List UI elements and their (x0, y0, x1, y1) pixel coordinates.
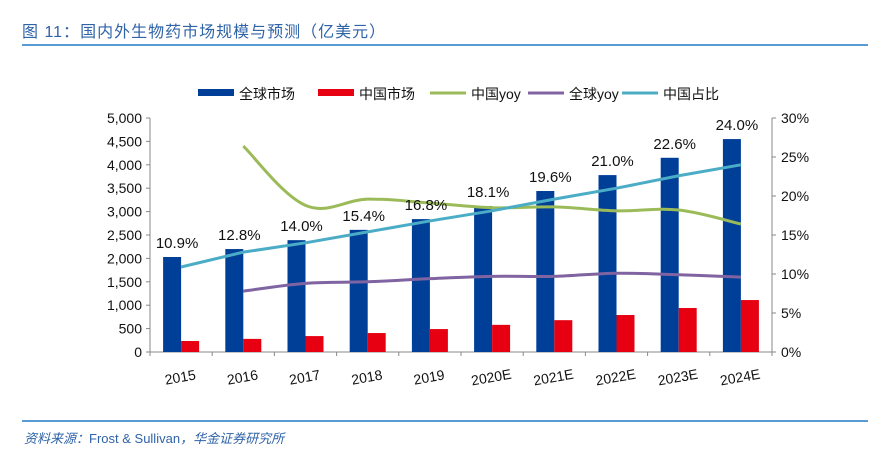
bar-global-market (660, 157, 679, 352)
left-axis-tick-label: 3,500 (107, 180, 142, 196)
figure-label: 图 11： (22, 24, 81, 41)
china-yoy-line (242, 144, 742, 226)
bar-global-market (287, 240, 306, 352)
china-share-data-label: 14.0% (280, 218, 323, 235)
lines (180, 144, 742, 293)
left-axis-tick-label: 1,000 (107, 297, 142, 313)
global-yoy-line (243, 271, 741, 293)
legend-label: 全球yoy (569, 86, 619, 102)
source-note: 资料来源：Frost & Sullivan，华金证券研究所 (24, 428, 284, 447)
legend-global-market: 全球市场 (198, 86, 295, 102)
legend-global-yoy: 全球yoy (528, 86, 619, 102)
x-axis-tick-label: 2022E (594, 366, 637, 389)
x-axis-tick-label: 2018 (350, 366, 384, 387)
right-axis-tick-label: 30% (781, 110, 809, 126)
china-share-data-label: 10.9% (156, 235, 199, 252)
left-axis-tick-label: 2,000 (107, 250, 142, 266)
bar-china-market (678, 308, 697, 352)
source-divider (22, 420, 868, 422)
axes: 0 500 1,000 1,500 2,000 2,500 3,000 3,500 4,000 4… (107, 110, 809, 388)
legend-china-yoy: 中国yoy (430, 86, 521, 102)
bar-global-market (722, 139, 741, 352)
left-axis-tick-label: 5,000 (107, 110, 142, 126)
china-share-data-label: 16.8% (405, 197, 448, 214)
right-axis-tick-label: 20% (781, 188, 809, 204)
x-axis-tick-label: 2023E (657, 366, 700, 389)
source-prefix: 资料来源： (24, 431, 90, 446)
chart: 全球市场 中国市场 中国yoy 全球yoy 中国占比 0 500 1,000 1,500 2,0… (107, 86, 809, 388)
china-share-data-label: 24.0% (716, 117, 759, 134)
china-share-data-label: 12.8% (218, 227, 261, 244)
bar-china-market (554, 320, 573, 352)
right-axis-tick-label: 0% (781, 344, 801, 360)
bar-global-market (411, 219, 430, 352)
bar-china-market (181, 341, 200, 352)
bar-global-market (598, 175, 617, 352)
china-share-data-label: 22.6% (653, 136, 696, 153)
x-axis-tick-label: 2021E (532, 366, 575, 389)
left-axis-tick-label: 500 (119, 321, 143, 337)
bars (163, 139, 759, 352)
bar-china-market (367, 333, 386, 352)
source-separator: ， (180, 431, 194, 446)
x-axis-tick-label: 2015 (164, 366, 198, 387)
left-axis-tick-label: 0 (134, 344, 142, 360)
china-share-data-label: 21.0% (591, 153, 634, 170)
bar-china-market (305, 336, 324, 352)
left-axis-tick-label: 4,500 (107, 133, 142, 149)
title-divider (22, 44, 868, 46)
bar-global-market (474, 205, 493, 352)
bar-global-market (536, 191, 555, 352)
left-axis-tick-label: 2,500 (107, 227, 142, 243)
legend-label: 中国占比 (663, 86, 719, 102)
bar-global-market (225, 249, 244, 352)
china-share-data-label: 19.6% (529, 169, 572, 186)
data-labels: 10.9% 12.8% 14.0% 15.4% 16.8% 18.1% 19.6% 21.0%… (156, 117, 758, 252)
legend-label: 中国yoy (471, 86, 521, 102)
x-axis-tick-label: 2019 (412, 366, 446, 387)
legend-china-share: 中国占比 (622, 86, 719, 102)
bar-china-market (740, 300, 759, 352)
china-share-data-label: 18.1% (467, 184, 510, 201)
right-axis-tick-label: 5% (781, 305, 801, 321)
x-axis-tick-label: 2020E (470, 366, 513, 389)
legend-label: 全球市场 (239, 86, 295, 102)
left-axis-tick-label: 3,000 (107, 204, 142, 220)
bar-global-market (349, 229, 368, 352)
china-share-data-label: 15.4% (342, 208, 385, 225)
bar-china-market (243, 338, 262, 352)
bar-china-market (492, 324, 511, 352)
x-axis-tick-label: 2017 (288, 366, 322, 387)
bar-global-market (163, 256, 182, 352)
right-axis-tick-label: 25% (781, 149, 809, 165)
bar-china-market (616, 315, 635, 352)
legend-label: 中国市场 (359, 86, 415, 102)
legend-china-market: 中国市场 (318, 86, 415, 102)
source-institute: 华金证券研究所 (193, 431, 285, 446)
source-provider: Frost & Sullivan (89, 431, 181, 446)
right-axis-tick-label: 15% (781, 227, 809, 243)
legend: 全球市场 中国市场 中国yoy 全球yoy 中国占比 (198, 86, 719, 102)
legend-swatch (198, 89, 234, 96)
x-axis-tick-label: 2016 (226, 366, 260, 387)
figure-title-text: 国内外生物药市场规模与预测（亿美元） (80, 24, 387, 41)
china-share-line (180, 163, 742, 269)
figure-title: 图 11：国内外生物药市场规模与预测（亿美元） (22, 18, 386, 42)
right-axis-tick-label: 10% (781, 266, 809, 282)
bar-china-market (429, 329, 448, 352)
x-axis-tick-label: 2024E (719, 366, 762, 389)
left-axis-tick-label: 1,500 (107, 274, 142, 290)
left-axis-tick-label: 4,000 (107, 157, 142, 173)
legend-swatch (318, 89, 354, 96)
